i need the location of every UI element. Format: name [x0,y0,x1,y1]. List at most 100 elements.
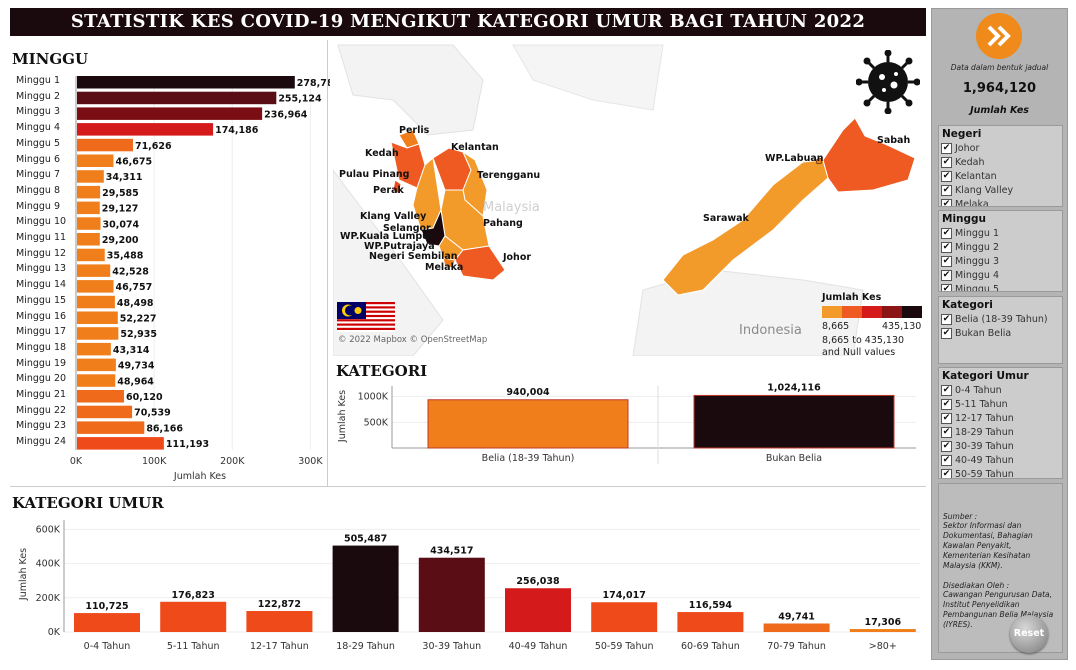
kategori-umur-bar[interactable] [246,610,313,632]
minggu-category-label: Minggu 4 [16,122,61,134]
minggu-bar[interactable] [77,437,164,450]
kategori-bar-value: 1,024,116 [767,382,821,393]
kategori-umur-filter[interactable]: Kategori Umur ✔ 0-4 Tahun ✔ 5-11 Tahun ✔ 12… [938,367,1063,479]
minggu-filter[interactable]: Minggu ✔ Minggu 1 ✔ Minggu 2 ✔ Minggu 3 ✔ Mi… [938,210,1063,292]
kategori-umur-bar[interactable] [160,601,227,632]
minggu-bar-value: 35,488 [107,251,144,262]
kategori-umur-bar[interactable] [74,613,140,632]
minggu-bar[interactable] [77,138,133,152]
checkbox[interactable]: ✔ [941,255,952,267]
minggu-bar[interactable] [77,185,101,199]
negeri-filter-item[interactable]: ✔ Johor [941,142,980,154]
checkbox[interactable]: ✔ [941,327,952,339]
minggu-bar[interactable] [77,154,114,168]
minggu-bar[interactable] [77,390,124,403]
minggu-bar-value: 52,227 [120,314,157,325]
checkbox[interactable]: ✔ [941,426,952,438]
kategori-umur-filter-item[interactable]: ✔ 0-4 Tahun [941,384,1002,396]
minggu-bar[interactable] [77,327,119,340]
reset-button[interactable]: Reset [1010,615,1048,653]
minggu-bar[interactable] [77,248,105,262]
kategori-umur-filter-item[interactable]: ✔ 18-29 Tahun [941,426,1014,438]
negeri-filter[interactable]: Negeri ✔ Johor ✔ Kedah ✔ Kelantan ✔ Klang Va… [938,125,1063,207]
minggu-filter-item[interactable]: ✔ Minggu 1 [941,227,1000,239]
minggu-bar-value: 29,127 [102,204,139,215]
kategori-umur-filter-item[interactable]: ✔ 30-39 Tahun [941,440,1014,452]
checkbox[interactable]: ✔ [941,313,952,325]
checkbox[interactable]: ✔ [941,227,952,239]
negeri-filter-item[interactable]: ✔ Klang Valley [941,184,1014,196]
minggu-bar[interactable] [77,217,101,230]
minggu-bar[interactable] [77,311,118,325]
minggu-bar[interactable] [77,280,114,293]
minggu-bar[interactable] [77,76,295,89]
sabah-state[interactable] [822,117,916,193]
minggu-bar[interactable] [77,264,111,277]
minggu-filter-item[interactable]: ✔ Minggu 2 [941,241,1000,253]
kategori-umur-bar[interactable] [418,557,485,632]
checkbox[interactable]: ✔ [941,454,952,466]
checkbox[interactable]: ✔ [941,170,952,182]
minggu-bar[interactable] [77,342,111,356]
checkbox[interactable]: ✔ [941,184,952,196]
kategori-umur-bar[interactable] [849,629,916,632]
kategori-bar-chart[interactable]: Jumlah Kes 500K 1000K 940,004 Belia (18-39 T… [330,380,926,486]
minggu-filter-item[interactable]: ✔ Minggu 4 [941,269,1000,281]
minggu-bar[interactable] [77,107,263,120]
kategori-umur-bar[interactable] [332,545,399,632]
kategori-umur-bar[interactable] [591,602,658,632]
kategori-bar[interactable] [693,394,895,449]
kategori-umur-bar[interactable] [505,588,571,632]
kategori-umur-filter-item[interactable]: ✔ 40-49 Tahun [941,454,1014,466]
minggu-bar[interactable] [77,201,100,215]
checkbox[interactable]: ✔ [941,440,952,452]
kategori-umur-x-tick: 40-49 Tahun [509,641,568,652]
kategori-umur-bar[interactable] [677,612,744,632]
checkbox[interactable]: ✔ [941,468,952,479]
kategori-bar[interactable] [427,399,629,449]
minggu-bar[interactable] [77,233,100,246]
melaka-state[interactable] [442,257,456,269]
kategori-umur-y-tick: 400K [36,559,61,570]
johor-state[interactable] [454,245,506,281]
minggu-bar[interactable] [77,123,214,136]
negeri-filter-item[interactable]: ✔ Kelantan [941,170,997,182]
kategori-umur-bar[interactable] [763,623,830,632]
view-table-button[interactable] [976,13,1022,59]
negeri-filter-item[interactable]: ✔ Melaka [939,197,1062,206]
minggu-bar[interactable] [77,421,145,434]
checkbox[interactable]: ✔ [941,269,952,281]
kategori-filter-item[interactable]: ✔ Belia (18-39 Tahun) [941,313,1048,325]
minggu-filter-item[interactable]: ✔ Minggu 3 [941,255,1000,267]
kategori-filter[interactable]: Kategori ✔ Belia (18-39 Tahun) ✔ Bukan Bel… [938,296,1063,364]
map-label-wp-labuan: WP.Labuan [765,153,824,164]
checkbox[interactable]: ✔ [941,241,952,253]
minggu-bar[interactable] [77,295,115,309]
minggu-bar-value: 48,964 [117,376,154,387]
minggu-bar[interactable] [77,170,104,183]
labuan-state[interactable] [815,157,823,165]
minggu-bar[interactable] [77,358,116,372]
checkbox[interactable]: ✔ [941,412,952,424]
kategori-filter-item[interactable]: ✔ Bukan Belia [941,327,1012,339]
minggu-x-tick: 0K [70,456,83,467]
source-text: Sektor Informasi dan Dokumentasi, Bahagi… [943,521,1033,570]
checkbox[interactable]: ✔ [941,384,952,396]
checkbox[interactable]: ✔ [941,398,952,410]
checkbox[interactable]: ✔ [941,156,952,168]
malaysia-map[interactable]: Malaysia Indonesia © 2022 Mapbox © OpenS… [333,40,926,356]
minggu-bar-chart[interactable]: 0K 100K 200K 300K Jumlah Kes 278,785 255,124 23… [0,0,330,485]
kategori-umur-filter-item[interactable]: ✔ 50-59 Tahun [941,468,1014,479]
negeri-filter-item[interactable]: ✔ Kedah [941,156,985,168]
kategori-umur-filter-item[interactable]: ✔ 12-17 Tahun [941,412,1014,424]
minggu-bar[interactable] [77,91,277,105]
minggu-bar[interactable] [77,374,116,387]
pulau-pinang-state[interactable] [392,179,402,195]
minggu-filter-item[interactable]: ✔ Minggu 5 [939,282,1062,291]
checkbox[interactable]: ✔ [941,283,952,291]
checkbox[interactable]: ✔ [941,142,952,154]
minggu-bar[interactable] [77,405,133,419]
kategori-umur-filter-item[interactable]: ✔ 5-11 Tahun [941,398,1008,410]
checkbox[interactable]: ✔ [941,198,952,206]
kategori-umur-bar-chart[interactable]: Jumlah Kes 0K 200K 400K 600K 110,725 0-4 Tahun… [10,512,926,660]
